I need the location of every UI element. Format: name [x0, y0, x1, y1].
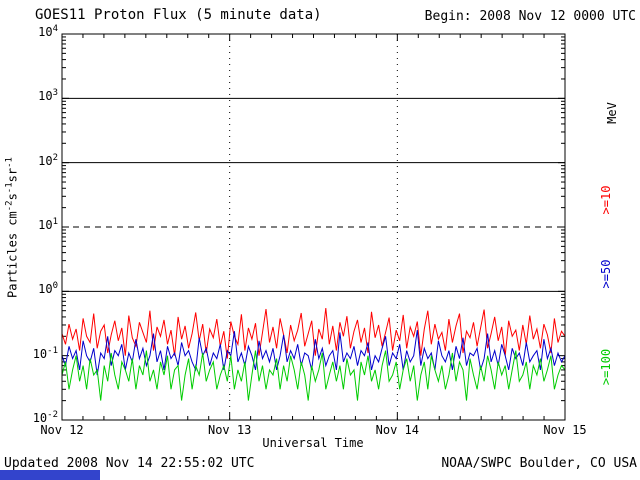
right-label-ge50: >=50	[599, 259, 613, 289]
begin-timestamp-label: Begin: 2008 Nov 12 0000 UTC	[424, 9, 636, 24]
y-axis-label: Particles cm-2s-1sr-1	[4, 157, 20, 298]
right-label-ge100: >=100	[599, 348, 613, 386]
updated-timestamp: Updated 2008 Nov 14 22:55:02 UTC	[4, 456, 255, 471]
plot-frame	[61, 33, 566, 421]
right-label-ge10: >=10	[599, 185, 613, 215]
source-credit: NOAA/SWPC Boulder, CO USA	[441, 456, 637, 471]
bottom-blue-bar	[0, 470, 100, 480]
series-line-2	[61, 350, 566, 401]
x-axis-label: Universal Time	[262, 436, 364, 450]
chart-title: GOES11 Proton Flux (5 minute data)	[35, 7, 322, 23]
right-label-mev: MeV	[605, 102, 619, 124]
series-line-0	[61, 307, 566, 359]
